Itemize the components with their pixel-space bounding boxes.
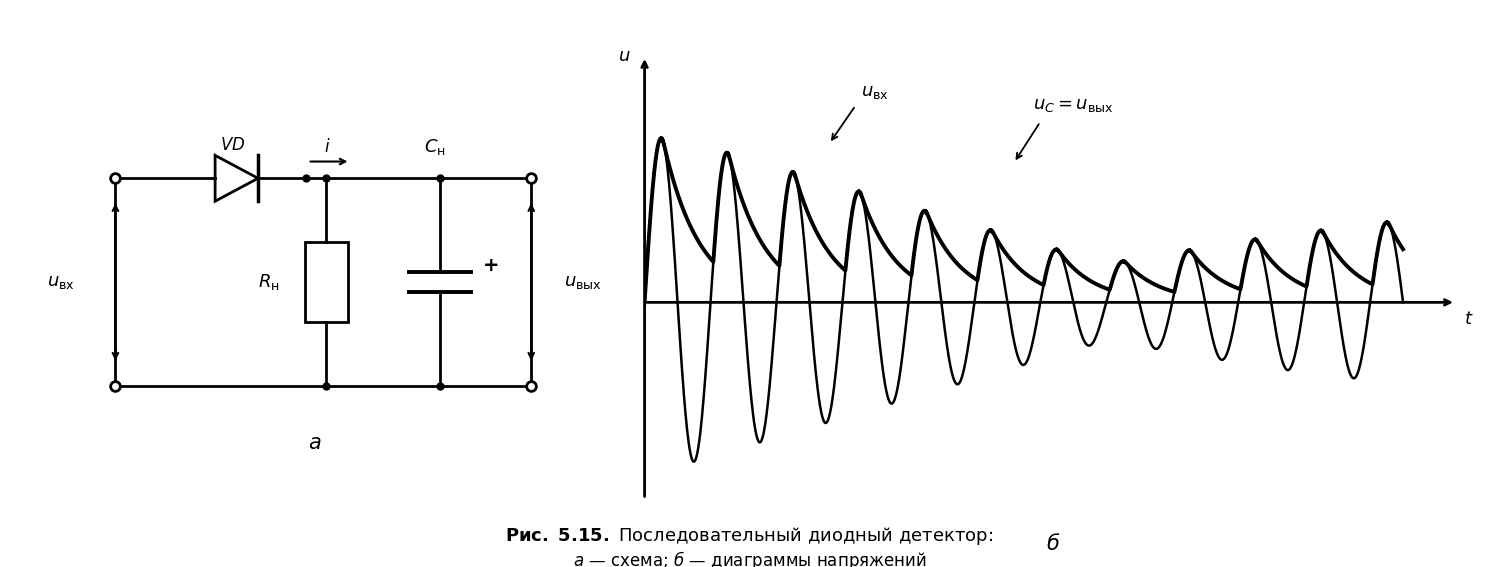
Text: $u_{\rm вх}$: $u_{\rm вх}$ bbox=[48, 273, 75, 291]
Text: $а$: $а$ bbox=[309, 433, 321, 453]
Text: $u_{\rm вых}$: $u_{\rm вых}$ bbox=[564, 273, 601, 291]
Text: $t$: $t$ bbox=[1465, 310, 1474, 328]
Text: $а$ — схема; $б$ — диаграммы напряжений: $а$ — схема; $б$ — диаграммы напряжений bbox=[573, 549, 926, 567]
Text: $б$: $б$ bbox=[1046, 532, 1061, 553]
Text: $u_C = u_{\rm вых}$: $u_C = u_{\rm вых}$ bbox=[1033, 96, 1114, 115]
Text: +: + bbox=[483, 256, 499, 275]
Text: $VD$: $VD$ bbox=[219, 136, 244, 154]
Polygon shape bbox=[216, 155, 258, 201]
Text: $R_{\rm н}$: $R_{\rm н}$ bbox=[258, 272, 280, 292]
Text: $\mathbf{Рис.\ 5.15.}$ Последовательный диодный детектор:: $\mathbf{Рис.\ 5.15.}$ Последовательный … bbox=[505, 525, 994, 547]
Text: $u_{\rm вх}$: $u_{\rm вх}$ bbox=[862, 83, 889, 101]
Text: $i$: $i$ bbox=[324, 138, 331, 155]
Text: $C_{\rm н}$: $C_{\rm н}$ bbox=[424, 137, 445, 156]
Bar bbox=[304, 242, 348, 321]
Text: $u$: $u$ bbox=[619, 47, 631, 65]
